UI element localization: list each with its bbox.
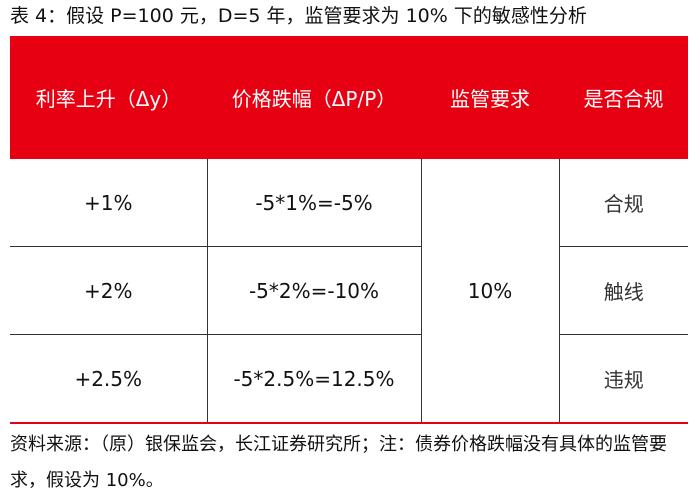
cell-rate-rise: +2% bbox=[10, 246, 208, 335]
cell-price-drop: -5*2.5%=12.5% bbox=[206, 334, 422, 424]
header-price-drop: 价格跌幅（ΔP/P） bbox=[207, 36, 421, 159]
cell-requirement: 10% bbox=[420, 159, 560, 424]
cell-rate-rise: +2.5% bbox=[10, 334, 208, 424]
table-row: +1% -5*1%=-5% 10% 合规 bbox=[10, 159, 688, 424]
cell-price-drop: -5*2%=-10% bbox=[206, 246, 422, 335]
table-row: +2.5% -5*2.5%=12.5% 违规 bbox=[10, 334, 688, 424]
table-row: +2% -5*2%=-10% 触线 bbox=[10, 246, 688, 335]
header-compliance: 是否合规 bbox=[559, 36, 688, 159]
cell-rate-rise: +1% bbox=[10, 159, 208, 247]
table-header-row: 利率上升（Δy） 价格跌幅（ΔP/P） 监管要求 是否合规 bbox=[10, 36, 688, 159]
source-note: 资料来源：（原）银保监会，长江证券研究所；注：债券价格跌幅没有具体的监管要求，假… bbox=[10, 434, 667, 491]
cell-compliance: 违规 bbox=[558, 334, 688, 424]
table-caption: 表 4：假设 P=100 元，D=5 年，监管要求为 10% 下的敏感性分析 bbox=[10, 5, 587, 27]
header-requirement: 监管要求 bbox=[421, 36, 559, 159]
cell-compliance: 触线 bbox=[558, 246, 688, 335]
header-rate-rise: 利率上升（Δy） bbox=[10, 36, 207, 159]
cell-compliance: 合规 bbox=[558, 159, 688, 247]
cell-price-drop: -5*1%=-5% bbox=[206, 159, 422, 247]
sensitivity-table: 利率上升（Δy） 价格跌幅（ΔP/P） 监管要求 是否合规 +1% -5*1%=… bbox=[10, 36, 688, 424]
